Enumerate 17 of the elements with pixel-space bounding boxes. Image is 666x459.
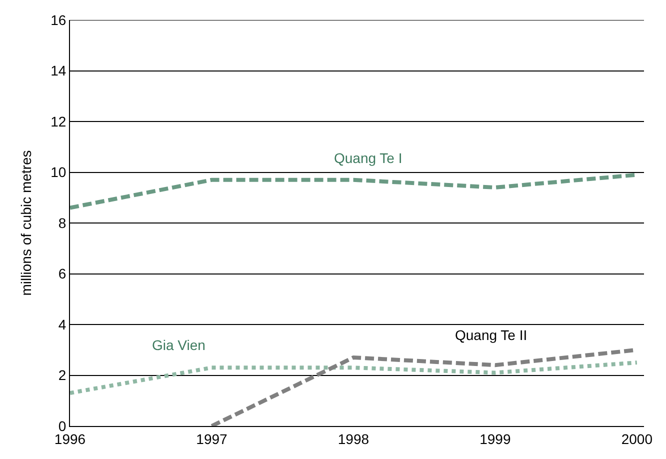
y-tick-label: 2 <box>58 367 66 384</box>
line-series <box>70 360 639 396</box>
x-tick-label: 1999 <box>480 430 511 447</box>
series-label: Quang Te II <box>455 327 528 343</box>
y-tick-label: 10 <box>50 164 66 180</box>
y-tick-label: 8 <box>58 214 66 231</box>
y-tick-label: 14 <box>50 62 66 79</box>
x-tick-label: 1997 <box>196 430 228 447</box>
y-tick-label: 12 <box>50 113 66 130</box>
series-label: Quang Te I <box>334 150 402 166</box>
y-axis-title: millions of cubic metres <box>18 150 34 296</box>
x-tick-label: 2000 <box>621 430 653 447</box>
series-label: Gia Vien <box>152 337 206 353</box>
y-tick-label: 16 <box>50 12 66 28</box>
y-tick-label: 4 <box>58 316 66 332</box>
y-tick-label: 6 <box>58 266 66 282</box>
x-tick-label: 1998 <box>338 430 370 447</box>
